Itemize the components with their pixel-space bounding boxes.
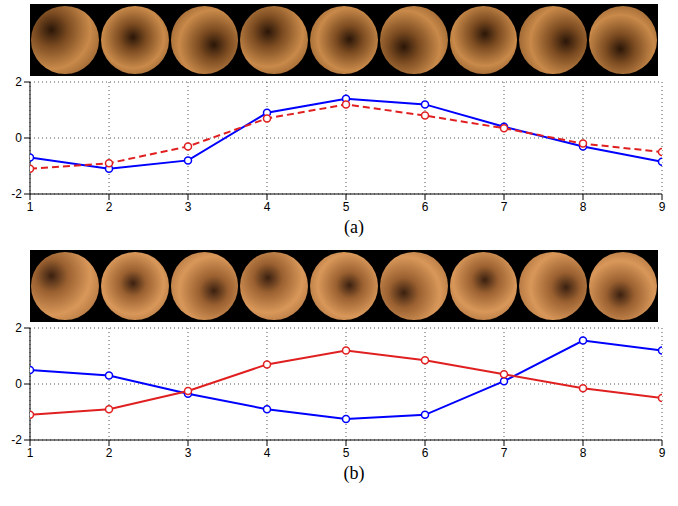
html-text:(a): (a) (344, 217, 364, 237)
svg-text:2: 2 (106, 200, 113, 214)
svg-text:3: 3 (185, 200, 192, 214)
svg-text:4: 4 (264, 446, 271, 460)
svg-text:9: 9 (659, 446, 666, 460)
svg-text:8: 8 (580, 446, 587, 460)
svg-text:7: 7 (501, 200, 508, 214)
svg-text:0: 0 (15, 377, 22, 391)
svg-text:0: 0 (15, 131, 22, 145)
html-text:(b): (b) (343, 463, 365, 483)
svg-text:2: 2 (106, 446, 113, 460)
svg-text:6: 6 (422, 200, 429, 214)
svg-text:2: 2 (15, 322, 22, 335)
svg-text:7: 7 (501, 446, 508, 460)
svg-text:1: 1 (27, 446, 34, 460)
svg-text:-2: -2 (11, 433, 22, 447)
svg-text:9: 9 (659, 200, 666, 214)
svg-text:5: 5 (343, 446, 350, 460)
svg-text:-2: -2 (11, 187, 22, 201)
svg-text:1: 1 (27, 200, 34, 214)
svg-text:4: 4 (264, 200, 271, 214)
svg-text:8: 8 (580, 200, 587, 214)
svg-text:5: 5 (343, 200, 350, 214)
svg-text:6: 6 (422, 446, 429, 460)
svg-text:2: 2 (15, 76, 22, 89)
svg-text:3: 3 (185, 446, 192, 460)
